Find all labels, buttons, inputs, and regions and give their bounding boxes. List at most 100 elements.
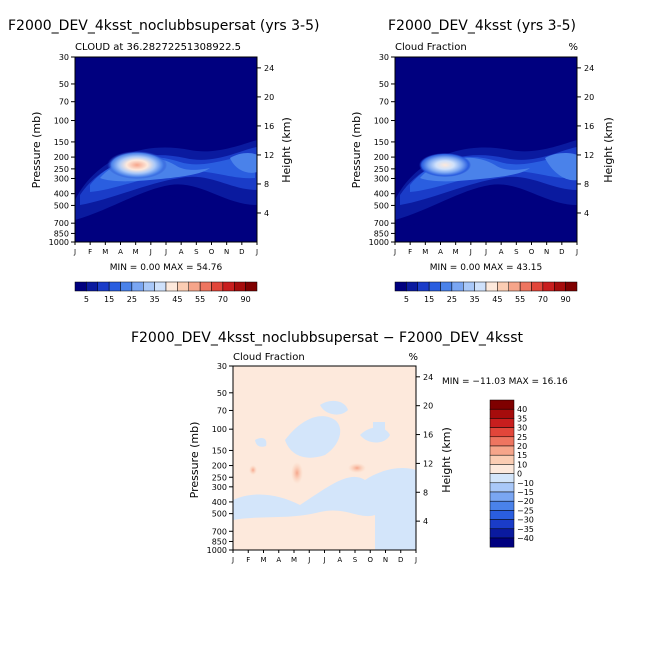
y-right-tick-label: 8 (264, 180, 269, 189)
colorbar-label: 70 (218, 295, 228, 304)
colorbar-swatch (489, 473, 515, 484)
x-tick-label: N (544, 248, 549, 256)
x-tick-label: J (484, 248, 487, 256)
colorbar-swatch (489, 399, 515, 410)
x-tick-label: S (353, 556, 358, 564)
colorbar-label: 35 (517, 414, 527, 423)
colorbar-swatch (489, 491, 515, 502)
colorbar-swatch (394, 281, 407, 292)
y-tick-label: 70 (379, 98, 389, 107)
colorbar-label: 5 (404, 295, 409, 304)
colorbar-label: −15 (517, 488, 534, 497)
colorbar-label: 70 (538, 295, 548, 304)
colorbar-label: 35 (470, 295, 480, 304)
y-tick-label: 250 (54, 165, 69, 174)
x-tick-label: A (179, 248, 184, 256)
colorbar-label: −35 (517, 525, 534, 534)
y-tick-label: 70 (217, 406, 227, 415)
colorbar-swatch (97, 281, 110, 292)
y-right-tick-label: 24 (264, 64, 274, 73)
x-tick-label: J (164, 248, 167, 256)
colorbar-swatch (222, 281, 235, 292)
x-tick-label: D (398, 556, 403, 564)
colorbar-swatch (74, 281, 87, 292)
colorbar-label: 40 (517, 405, 527, 414)
colorbar-label: 45 (492, 295, 502, 304)
y-tick-label: 300 (212, 483, 227, 492)
y-tick-label: 400 (54, 190, 69, 199)
colorbar-label: 15 (104, 295, 114, 304)
x-tick-label: M (133, 248, 139, 256)
y-tick-label: 70 (59, 98, 69, 107)
colorbar-swatch (451, 281, 464, 292)
y-tick-label: 100 (212, 425, 227, 434)
colorbar-swatch (474, 281, 487, 292)
colorbar-label: 45 (172, 295, 182, 304)
panel-1-title: F2000_DEV_4ksst_noclubbsupersat (yrs 3-5… (8, 18, 319, 34)
colorbar-label: 25 (517, 433, 527, 442)
colorbar-label: −25 (517, 506, 534, 515)
panel-2-plot (394, 56, 578, 243)
x-tick-label: F (408, 248, 412, 256)
panel-3-plot (232, 365, 417, 551)
colorbar-label: 30 (517, 424, 527, 433)
x-tick-label: J (255, 248, 258, 256)
x-tick-label: J (322, 556, 325, 564)
colorbar-label: 25 (447, 295, 457, 304)
colorbar-swatch (489, 528, 515, 539)
colorbar-label: 35 (150, 295, 160, 304)
y-tick-label: 50 (379, 80, 389, 89)
y-tick-label: 850 (374, 229, 389, 238)
colorbar-swatch (211, 281, 224, 292)
y-tick-label: 700 (374, 219, 389, 228)
colorbar-swatch (245, 281, 258, 292)
x-tick-label: D (559, 248, 564, 256)
y-tick-label: 150 (212, 446, 227, 455)
panel-1-minmax: MIN = 0.00 MAX = 54.76 (110, 263, 223, 273)
panel-2-title: F2000_DEV_4ksst (yrs 3-5) (388, 18, 576, 34)
panel-2-ylabel: Pressure (mb) (350, 112, 363, 189)
y-tick-label: 200 (54, 153, 69, 162)
y-right-tick-label: 16 (264, 122, 274, 131)
panel-3-ylabel: Pressure (mb) (188, 422, 201, 499)
y-tick-label: 850 (54, 229, 69, 238)
y-right-tick-label: 8 (423, 488, 428, 497)
panel-1: F2000_DEV_4ksst_noclubbsupersat (yrs 3-5… (8, 18, 319, 304)
colorbar-swatch (143, 281, 155, 292)
colorbar-swatch (428, 281, 441, 292)
x-tick-label: J (575, 248, 578, 256)
colorbar-label: −40 (517, 534, 534, 543)
y-tick-label: 150 (374, 138, 389, 147)
y-right-tick-label: 20 (423, 402, 433, 411)
colorbar-label: −30 (517, 516, 534, 525)
x-tick-label: O (209, 248, 215, 256)
y-tick-label: 300 (374, 174, 389, 183)
x-tick-label: A (276, 556, 281, 564)
x-tick-label: M (422, 248, 428, 256)
y-tick-label: 30 (379, 53, 389, 62)
panel-1-ylabel-right: Height (km) (280, 117, 293, 183)
colorbar-swatch (489, 427, 515, 438)
colorbar-swatch (497, 281, 509, 292)
y-right-tick-label: 8 (584, 180, 589, 189)
x-tick-label: M (102, 248, 108, 256)
x-tick-label: A (118, 248, 123, 256)
y-tick-label: 30 (217, 362, 227, 371)
y-tick-label: 500 (212, 510, 227, 519)
panel-3-title: F2000_DEV_4ksst_noclubbsupersat − F2000_… (131, 330, 524, 346)
colorbar-swatch (188, 281, 201, 292)
colorbar-swatch (489, 418, 515, 428)
y-tick-label: 100 (54, 117, 69, 126)
colorbar-swatch (86, 281, 98, 292)
y-tick-label: 400 (374, 190, 389, 199)
x-tick-label: A (337, 556, 342, 564)
y-tick-label: 1000 (49, 238, 69, 247)
colorbar-swatch (234, 281, 246, 292)
colorbar-swatch (508, 281, 521, 292)
y-tick-label: 50 (217, 389, 227, 398)
colorbar-swatch (489, 454, 515, 465)
colorbar-label: 55 (195, 295, 205, 304)
panel-3-subtitle: Cloud Fraction (233, 352, 305, 363)
y-right-tick-label: 24 (584, 64, 594, 73)
